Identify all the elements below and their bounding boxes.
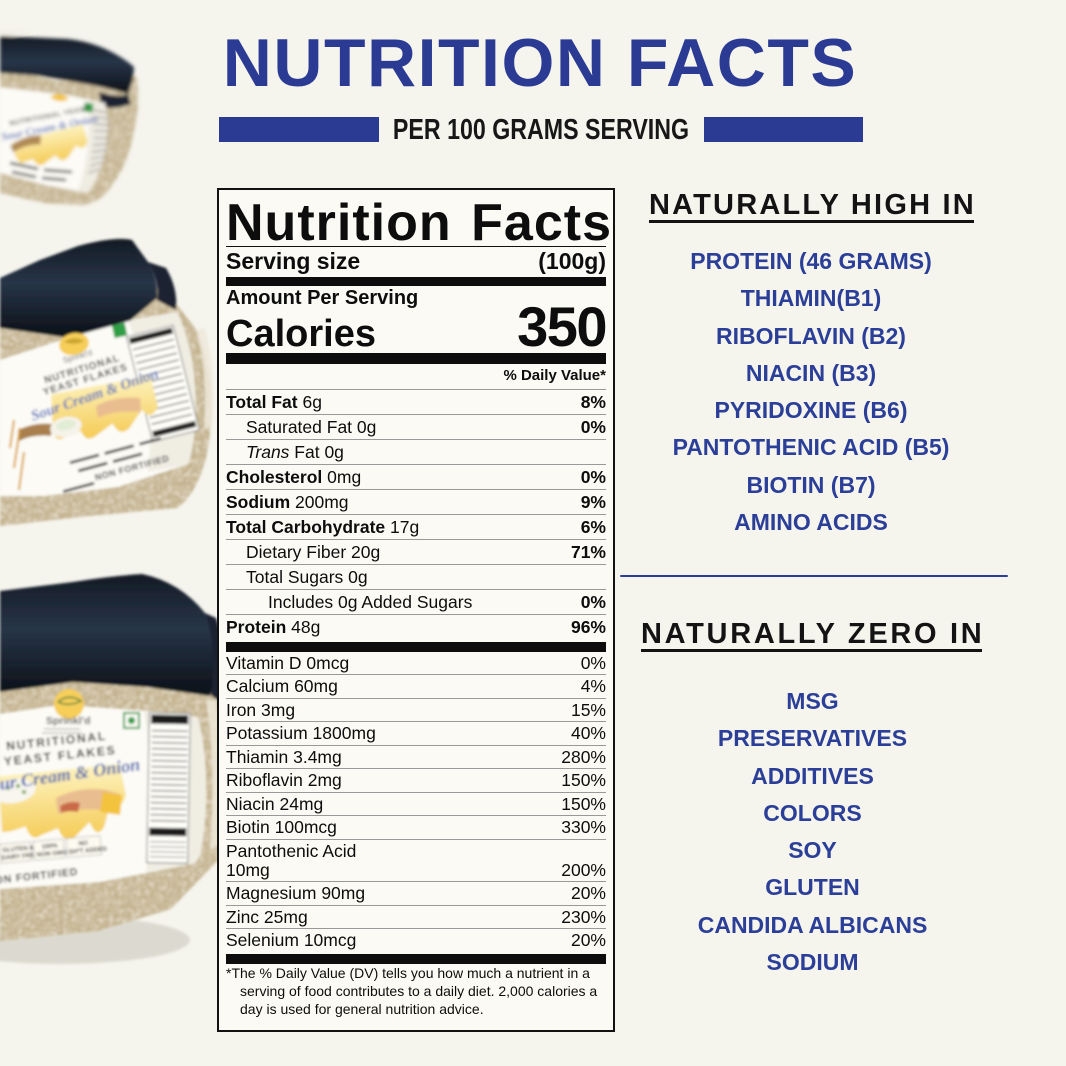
svg-text:Sprinkl'd: Sprinkl'd — [46, 715, 91, 727]
svg-text:GLUTEN &: GLUTEN & — [2, 844, 35, 854]
svg-text:NON GMO: NON GMO — [37, 849, 68, 859]
svg-text:SH*T ADDED: SH*T ADDED — [68, 846, 107, 856]
svg-text:DAIRY FREE: DAIRY FREE — [1, 852, 39, 862]
svg-text:NO: NO — [78, 840, 88, 848]
svg-text:100%: 100% — [41, 842, 58, 850]
